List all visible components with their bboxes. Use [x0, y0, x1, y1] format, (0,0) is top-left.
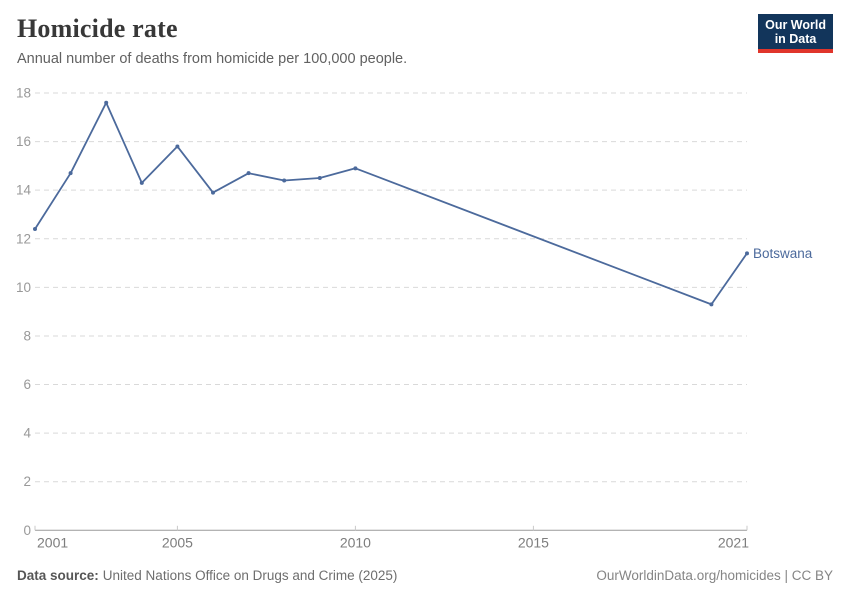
y-axis-tick-label: 2: [23, 474, 31, 489]
x-axis-tick-label: 2010: [340, 534, 371, 550]
y-axis-tick-label: 12: [16, 231, 31, 246]
chart-footer: Data source: United Nations Office on Dru…: [17, 568, 833, 583]
chart-header: Homicide rate Our World in Data: [17, 14, 833, 53]
data-point-marker: [745, 251, 749, 256]
data-point-marker: [104, 100, 109, 105]
y-axis-tick-label: 6: [23, 377, 31, 392]
data-point-marker: [282, 178, 287, 183]
y-axis-tick-label: 14: [16, 183, 32, 198]
y-axis-tick-label: 18: [16, 86, 31, 101]
data-point-marker: [211, 190, 215, 195]
data-source-note: Data source: United Nations Office on Dru…: [17, 568, 397, 583]
data-point-marker: [33, 227, 37, 232]
y-axis-tick-label: 8: [23, 328, 31, 343]
chart-subtitle: Annual number of deaths from homicide pe…: [17, 51, 408, 67]
data-source-text: United Nations Office on Drugs and Crime…: [102, 568, 398, 583]
y-axis-tick-label: 0: [23, 523, 31, 538]
data-point-marker: [709, 302, 714, 307]
data-point-marker: [175, 144, 180, 149]
series-label[interactable]: Botswana: [753, 246, 813, 261]
x-axis-tick-label: 2005: [162, 534, 193, 550]
x-axis-tick-label: 2001: [37, 534, 68, 550]
owid-logo-line2: in Data: [774, 32, 817, 46]
data-point-marker: [317, 176, 322, 181]
owid-url-license[interactable]: OurWorldinData.org/homicides | CC BY: [596, 568, 833, 583]
data-point-marker: [68, 171, 73, 176]
owid-logo[interactable]: Our World in Data: [758, 14, 833, 53]
x-axis-tick-label: 2015: [518, 534, 549, 550]
y-axis-tick-label: 16: [16, 134, 31, 149]
page-title: Homicide rate: [17, 14, 178, 43]
y-axis-tick-label: 10: [16, 280, 31, 295]
owid-logo-line1: Our World: [765, 18, 826, 32]
data-point-marker: [246, 171, 251, 176]
data-line[interactable]: [34, 101, 748, 306]
data-point-marker: [139, 180, 144, 185]
y-axis-tick-label: 4: [23, 426, 31, 441]
line-chart-canvas[interactable]: 0 2 4 6 8 10 12 14 16 18 2001 2005 2010 2015 2021 Botsw…: [0, 80, 850, 558]
data-point-marker: [353, 166, 358, 171]
x-axis-tick-label: 2021: [718, 534, 749, 550]
chart-area[interactable]: 0 2 4 6 8 10 12 14 16 18 2001 2005 2010 2015 2021 Botsw…: [0, 80, 850, 558]
data-source-label: Data source:: [17, 568, 99, 583]
